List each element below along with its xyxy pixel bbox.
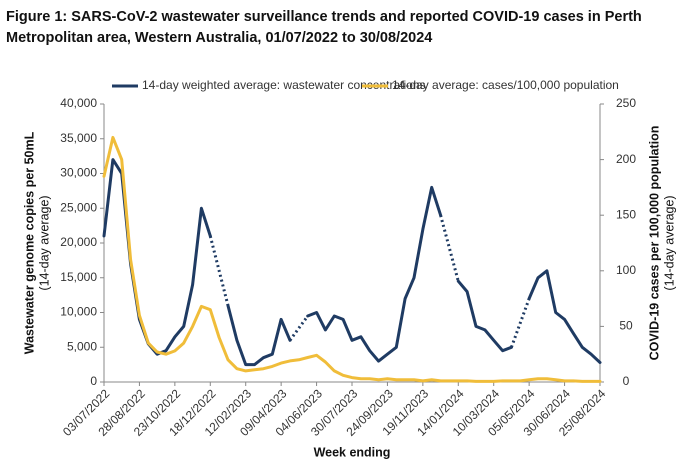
- y-tick-label: 20,000: [60, 235, 97, 249]
- y2-tick-label: 100: [616, 263, 636, 277]
- gap-connector: [208, 235, 230, 306]
- y2-tick-label: 50: [619, 319, 633, 333]
- y-tick-label: 40,000: [60, 96, 97, 110]
- y-axis-label: Wastewater genome copies per 50mL: [22, 131, 36, 354]
- y-tick-label: 35,000: [60, 131, 97, 145]
- y-tick-label: 0: [90, 374, 97, 388]
- y2-axis-label: (14-day average): [662, 195, 676, 290]
- gap-connector: [510, 298, 531, 348]
- y-axis-label: (14-day average): [37, 195, 51, 290]
- y-tick-label: 15,000: [60, 270, 97, 284]
- legend-label: 14-day average: cases/100,000 population: [392, 78, 619, 92]
- y-tick-label: 10,000: [60, 305, 97, 319]
- chart-title: Metropolitan area, Western Australia, 01…: [6, 30, 432, 46]
- y2-tick-label: 0: [623, 374, 630, 388]
- y2-tick-label: 200: [616, 152, 636, 166]
- x-axis-label: Week ending: [314, 445, 391, 459]
- line-series: [527, 269, 602, 364]
- line-series: [102, 135, 602, 383]
- y-tick-label: 30,000: [60, 166, 97, 180]
- legend-label: 14-day weighted average: wastewater conc…: [142, 78, 426, 92]
- line-series: [226, 304, 292, 367]
- line-series: [306, 185, 443, 363]
- y2-tick-label: 150: [616, 207, 636, 221]
- line-series: [456, 279, 513, 353]
- gap-connector: [439, 214, 460, 282]
- gap-connector: [288, 315, 309, 342]
- y2-axis-label: COVID-19 cases per 100,000 population: [647, 126, 661, 361]
- chart-title: Figure 1: SARS-CoV-2 wastewater surveill…: [6, 9, 642, 25]
- y-tick-label: 25,000: [60, 200, 97, 214]
- y2-tick-label: 250: [616, 96, 636, 110]
- y-tick-label: 5,000: [67, 339, 97, 353]
